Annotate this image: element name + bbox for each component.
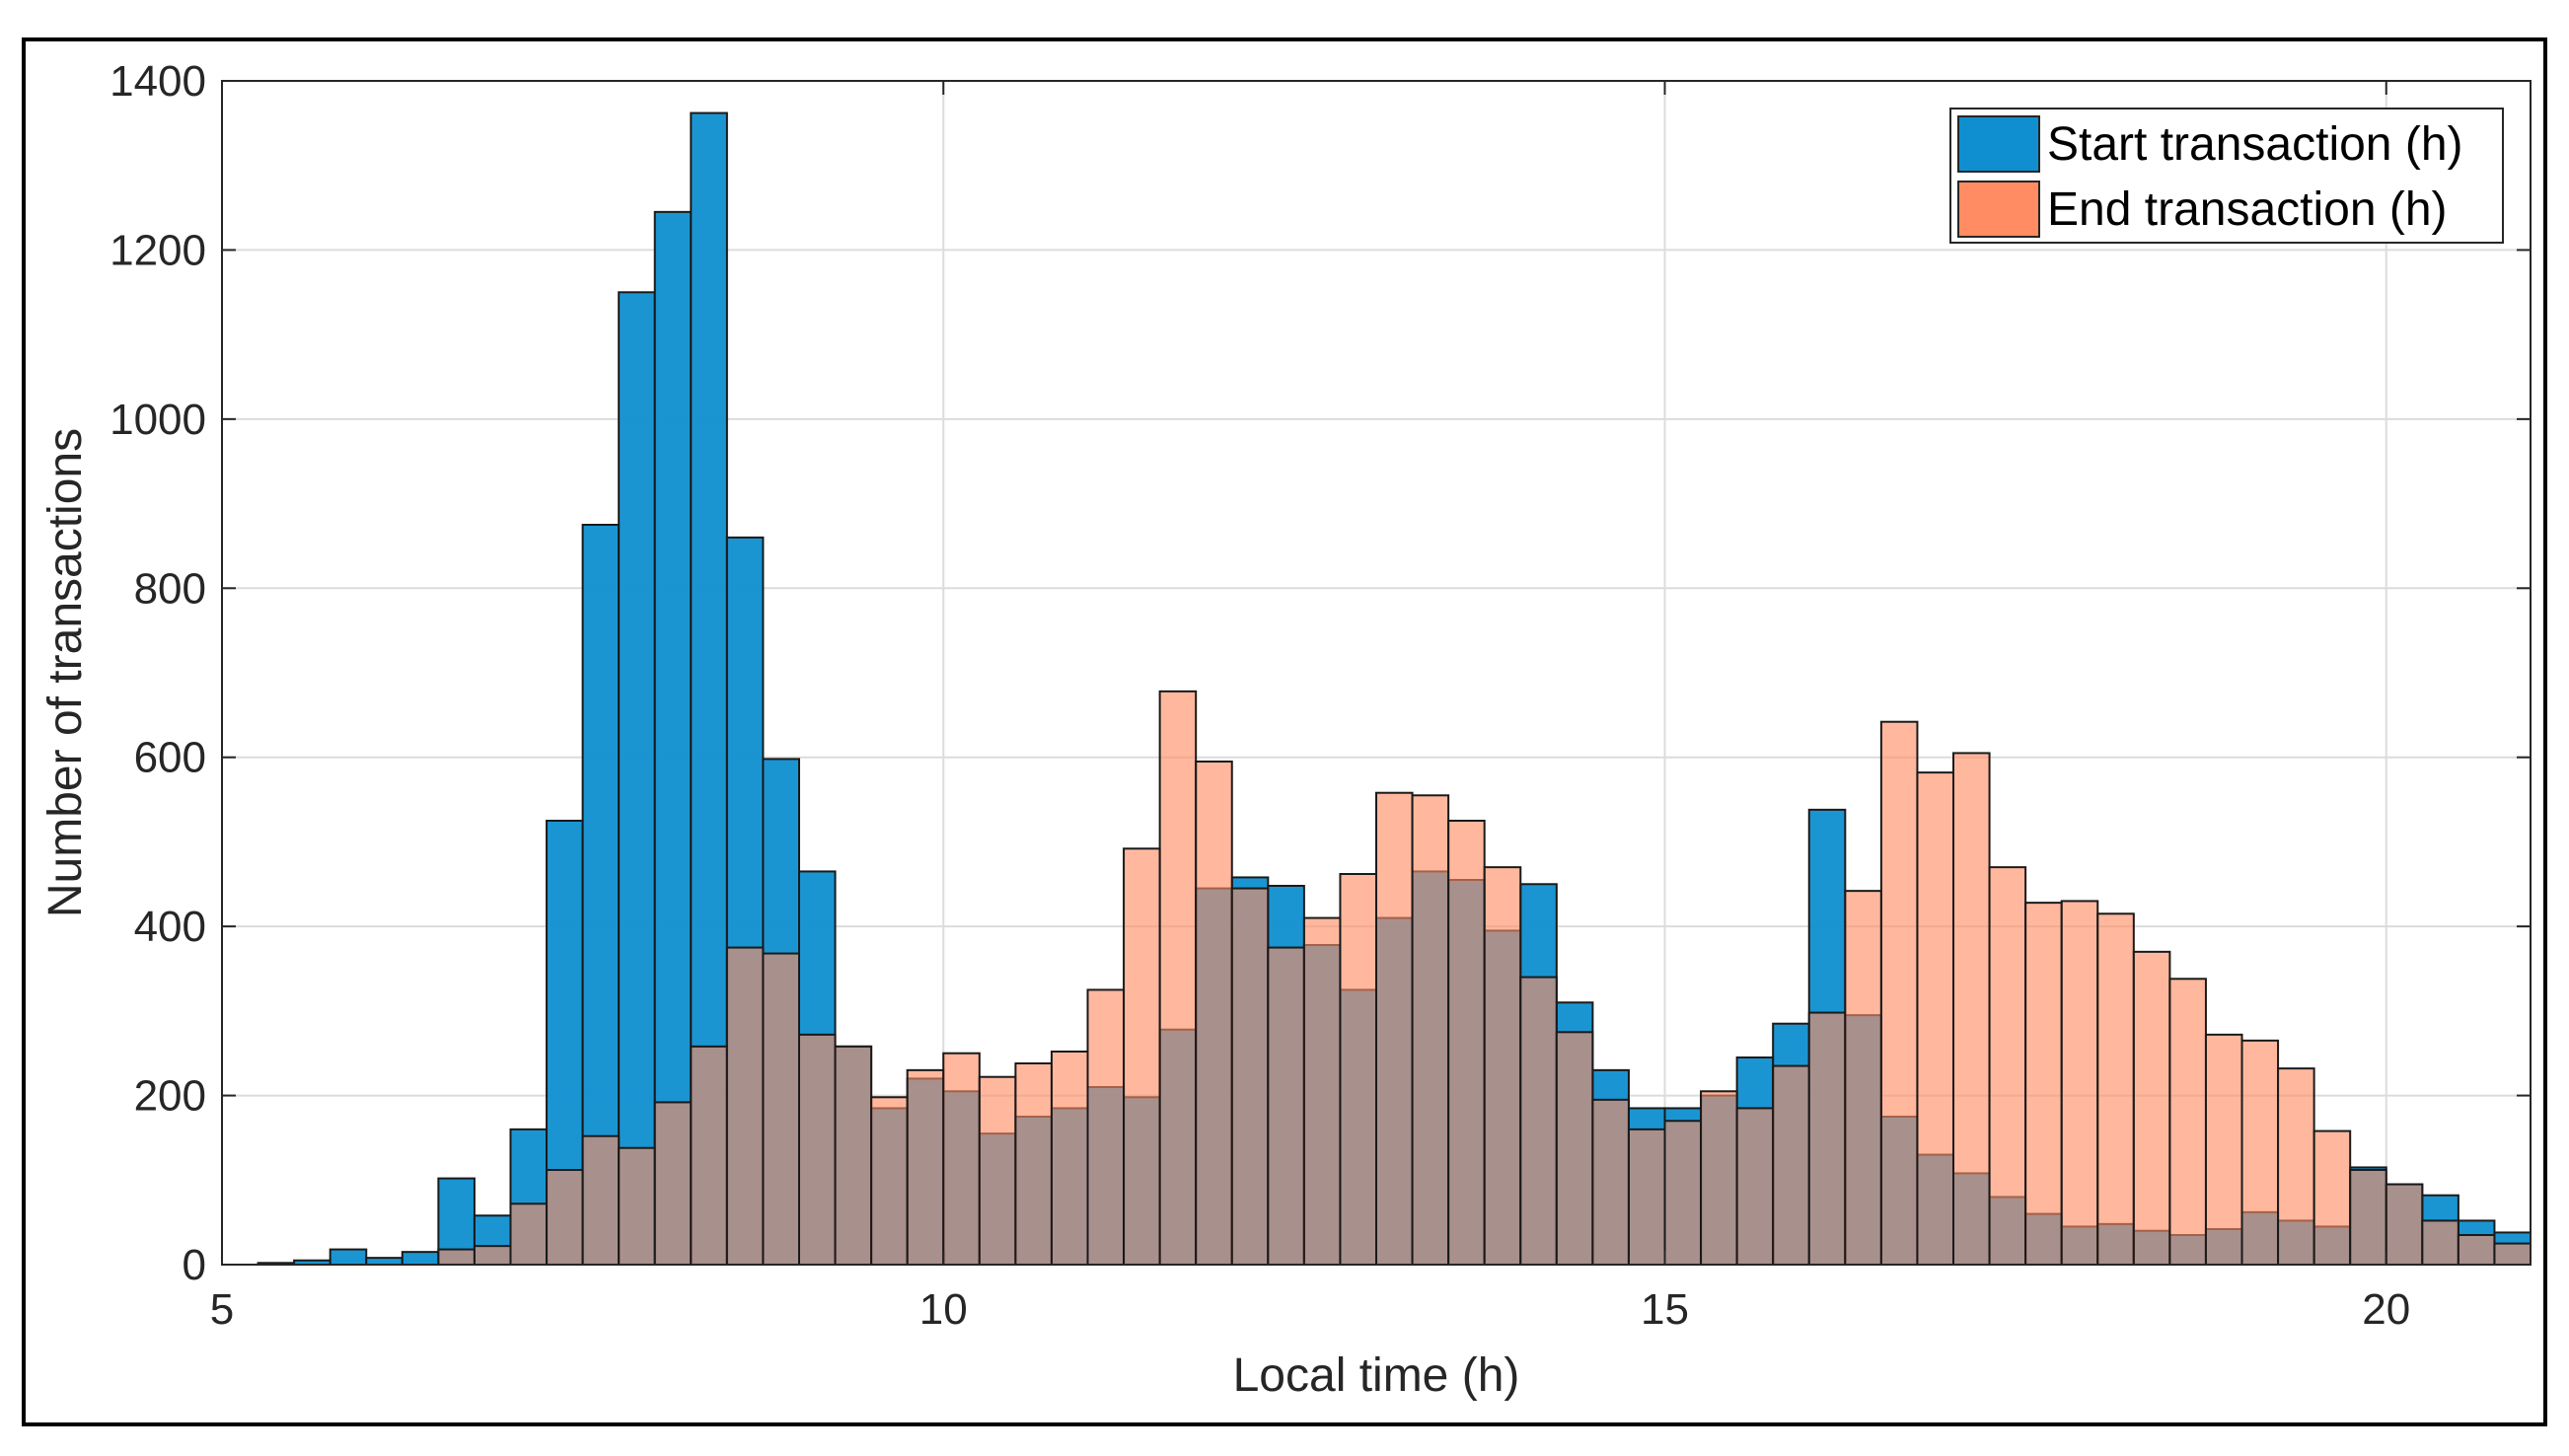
end-transaction-bar (1555, 1031, 1594, 1267)
y-tick-label: 800 (134, 564, 206, 613)
end-transaction-bar (1158, 690, 1198, 1266)
end-transaction-bar (2312, 1129, 2352, 1266)
end-transaction-bar (1195, 761, 1233, 1266)
y-tick-label: 0 (183, 1241, 206, 1289)
end-transaction-bar (942, 1052, 981, 1266)
end-transaction-bar (653, 1101, 693, 1267)
end-transaction-bar (906, 1068, 945, 1267)
legend-label-start: Start transaction (h) (2047, 118, 2463, 171)
end-transaction-bar (690, 1045, 728, 1267)
x-tick-label: 5 (210, 1285, 234, 1334)
end-transaction-bar (473, 1245, 512, 1266)
start-transaction-bar (365, 1257, 404, 1266)
end-transaction-bar (2024, 902, 2063, 1267)
end-transaction-bar (1267, 946, 1305, 1266)
end-transaction-bar (1772, 1064, 1810, 1266)
end-transaction-bar (2132, 950, 2171, 1266)
x-tick-label: 15 (1641, 1285, 1689, 1334)
legend: Start transaction (h) End transaction (h… (1949, 108, 2504, 244)
end-transaction-bar (798, 1033, 837, 1267)
x-axis-label: Local time (h) (1233, 1349, 1520, 1402)
end-transaction-bars (437, 690, 2532, 1267)
x-tick-label: 20 (2362, 1285, 2410, 1334)
end-transaction-bar (2385, 1183, 2424, 1266)
end-transaction-bar (2457, 1234, 2496, 1266)
end-transaction-bar (978, 1075, 1017, 1266)
end-transaction-bar (1483, 866, 1522, 1267)
end-transaction-bar (1050, 1051, 1089, 1266)
end-transaction-bar (762, 952, 800, 1266)
end-transaction-bar (1916, 771, 1954, 1267)
end-transaction-bar (1663, 1120, 1703, 1267)
end-transaction-bar (2277, 1067, 2315, 1266)
legend-swatch-start (1957, 115, 2040, 173)
x-tick-label: 10 (919, 1285, 968, 1334)
end-transaction-bar (1879, 720, 1919, 1266)
end-transaction-bar (2493, 1242, 2532, 1266)
end-transaction-bar (2060, 900, 2099, 1267)
end-transaction-bar (1123, 847, 1161, 1266)
end-transaction-bar (1086, 988, 1126, 1267)
end-transaction-bar (1230, 887, 1270, 1266)
end-transaction-bar (1700, 1090, 1738, 1267)
end-transaction-bar (870, 1096, 909, 1267)
y-tick-label: 600 (134, 734, 206, 782)
end-transaction-bar (2096, 912, 2135, 1266)
plot-box (221, 80, 2532, 1266)
end-transaction-bar (1627, 1128, 1666, 1267)
end-transaction-bar (546, 1169, 584, 1266)
end-transaction-bar (1519, 976, 1558, 1266)
legend-box (1949, 108, 2504, 244)
axis-ticks: 0 200 400 600 800 1000 1200 1400 5 10 15 20 (110, 57, 2531, 1334)
end-transaction-bar (2349, 1169, 2387, 1266)
end-transaction-bar (618, 1146, 656, 1266)
legend-label-end: End transaction (h) (2047, 183, 2448, 236)
end-transaction-bar (2421, 1219, 2459, 1267)
end-transaction-bar (725, 946, 765, 1266)
end-transaction-bar (509, 1202, 549, 1267)
end-transaction-bar (1844, 890, 1882, 1267)
end-transaction-bar (1014, 1062, 1053, 1266)
end-transaction-bar (437, 1248, 476, 1266)
y-tick-label: 400 (134, 903, 206, 951)
end-transaction-bar (1447, 820, 1486, 1266)
start-transaction-bar (401, 1251, 440, 1266)
end-transaction-bar (1339, 873, 1377, 1266)
y-tick-label: 1000 (110, 396, 206, 444)
end-transaction-bar (1952, 752, 1991, 1266)
end-transaction-bar (1735, 1107, 1775, 1267)
end-transaction-bar (1988, 866, 2027, 1267)
end-transaction-bar (1591, 1098, 1630, 1267)
start-transaction-bar (329, 1248, 368, 1266)
y-tick-label: 1400 (110, 57, 206, 106)
end-transaction-bar (1375, 791, 1414, 1266)
end-transaction-bar (2240, 1039, 2280, 1267)
legend-swatch-end (1957, 181, 2040, 238)
end-transaction-bar (1302, 916, 1342, 1266)
end-transaction-bar (2168, 978, 2207, 1266)
start-transaction-bar (618, 291, 656, 1266)
y-tick-label: 1200 (110, 226, 206, 274)
y-tick-label: 200 (134, 1072, 206, 1121)
end-transaction-bar (2204, 1033, 2243, 1267)
end-transaction-bar (1411, 794, 1450, 1266)
end-transaction-bar (1807, 1011, 1847, 1266)
end-transaction-bar (834, 1045, 873, 1267)
y-axis-label: Number of transactions (39, 428, 92, 917)
end-transaction-bar (581, 1134, 621, 1266)
